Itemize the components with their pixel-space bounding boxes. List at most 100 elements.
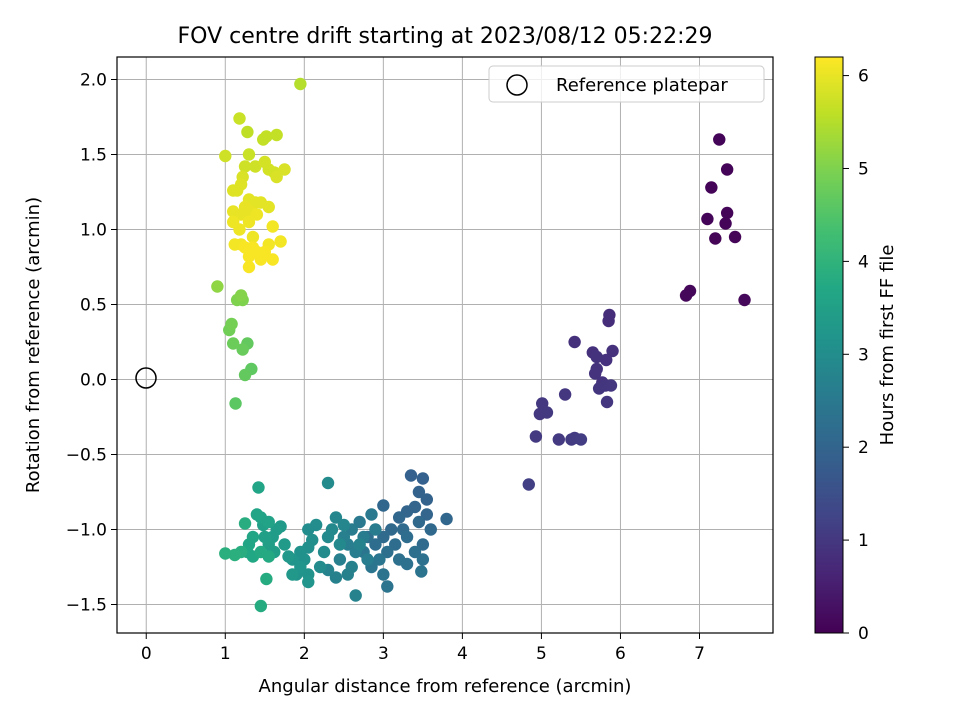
data-point: [313, 560, 327, 574]
data-point: [709, 232, 722, 245]
legend-box: [488, 65, 765, 103]
x-tick-label: 2: [299, 644, 310, 664]
colorbar-tick-label: 1: [858, 531, 869, 551]
data-point: [249, 160, 262, 173]
data-point: [219, 149, 232, 163]
data-point: [416, 472, 430, 485]
data-point: [321, 476, 335, 490]
chart-title: FOV centre drift starting at 2023/08/12 …: [178, 24, 713, 49]
data-point: [540, 406, 554, 419]
data-point: [238, 160, 252, 173]
data-point: [211, 280, 224, 293]
data-point: [250, 208, 264, 221]
y-tick-label: 1.5: [80, 146, 107, 166]
data-point: [257, 133, 270, 146]
data-point: [236, 343, 249, 356]
data-point: [568, 335, 581, 349]
data-point: [705, 181, 718, 194]
data-point: [522, 478, 535, 491]
legend: Reference platepar: [488, 65, 765, 103]
data-point: [274, 235, 287, 248]
data-point: [404, 469, 418, 482]
data-point: [381, 545, 394, 559]
data-point: [385, 523, 398, 536]
data-point: [270, 170, 283, 184]
data-point: [262, 550, 275, 563]
plot-background: [117, 57, 773, 633]
data-point: [738, 293, 751, 307]
data-point: [250, 508, 264, 521]
colorbar-tick-label: 2: [858, 438, 869, 458]
data-point: [377, 499, 390, 512]
data-point: [266, 220, 279, 233]
colorbar-tick-label: 5: [858, 159, 869, 179]
data-point: [588, 367, 602, 380]
colorbar-ticks: 0 1 2 3 4 5 6: [843, 67, 869, 644]
data-point: [361, 553, 374, 566]
data-point: [604, 379, 618, 392]
data-points: [211, 77, 751, 613]
y-tick-label: 2.0: [80, 71, 107, 91]
colorbar-tick-label: 6: [858, 67, 869, 87]
colorbar-tick-label: 3: [858, 345, 869, 365]
data-point: [381, 580, 394, 593]
legend-open-circle-marker: [506, 74, 528, 96]
data-point: [416, 538, 430, 551]
data-point: [440, 512, 453, 526]
data-point: [262, 200, 275, 214]
data-point: [219, 547, 232, 560]
data-point: [252, 481, 265, 494]
data-point: [590, 350, 603, 364]
data-point: [233, 223, 246, 236]
data-point: [254, 253, 268, 266]
data-point: [416, 553, 430, 566]
data-point: [228, 238, 241, 251]
data-point: [713, 133, 726, 146]
data-point: [302, 523, 315, 536]
data-point: [369, 538, 382, 551]
data-point: [558, 388, 572, 401]
colorbar-gradient: [814, 56, 844, 634]
colorbar-tick-label: 4: [858, 252, 869, 272]
data-point: [229, 397, 242, 410]
data-point: [242, 215, 256, 229]
data-point: [720, 163, 734, 176]
reference-platepar-marker: [135, 367, 157, 389]
data-point: [353, 538, 366, 551]
colorbar: 0 1 2 3 4 5 6 Hours from first FF file: [814, 56, 898, 644]
data-point: [377, 530, 390, 544]
data-point: [353, 515, 366, 529]
data-point: [719, 217, 732, 230]
data-point: [242, 148, 256, 161]
x-tick-label: 6: [615, 644, 626, 664]
data-point: [600, 395, 614, 409]
legend-entry-reference-platepar: Reference platepar: [556, 75, 728, 96]
colorbar-tick-label: 0: [858, 624, 869, 644]
data-point: [408, 545, 422, 559]
data-point: [574, 433, 588, 446]
data-point: [234, 289, 248, 302]
y-tick-label: 0.5: [80, 296, 107, 316]
data-point: [238, 368, 252, 382]
data-point: [377, 568, 390, 581]
grid-lines: [117, 57, 773, 633]
x-axis-ticks: 0 1 2 3 4 5 6 7: [141, 633, 705, 664]
data-point: [254, 599, 268, 613]
data-point: [266, 253, 279, 266]
x-tick-label: 1: [220, 644, 231, 664]
x-tick-label: 4: [457, 644, 468, 664]
colorbar-label: Hours from first FF file: [877, 245, 898, 446]
data-point: [400, 530, 414, 544]
data-point: [225, 317, 238, 331]
data-point: [369, 523, 382, 536]
y-tick-label: −1.5: [66, 596, 107, 616]
data-point: [246, 230, 260, 244]
y-tick-label: 1.0: [80, 221, 107, 241]
data-point: [600, 353, 613, 367]
data-point: [233, 112, 246, 125]
data-point: [333, 538, 347, 551]
data-point: [400, 557, 414, 571]
data-point: [412, 485, 426, 499]
data-point: [365, 508, 378, 521]
